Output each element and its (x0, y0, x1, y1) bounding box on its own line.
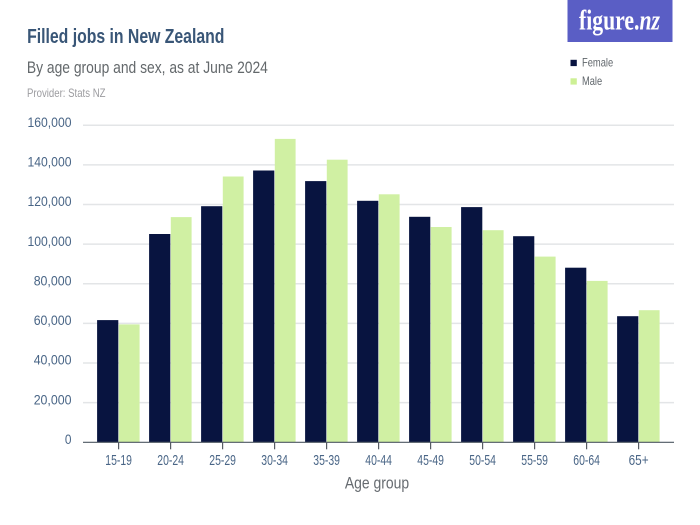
svg-text:By age group and sex, as at Ju: By age group and sex, as at June 2024 (27, 59, 268, 77)
svg-text:Male: Male (582, 74, 602, 88)
svg-text:20-24: 20-24 (157, 452, 184, 469)
svg-text:25-29: 25-29 (209, 452, 236, 469)
svg-text:160,000: 160,000 (28, 115, 72, 130)
svg-text:60-64: 60-64 (573, 452, 600, 469)
svg-text:100,000: 100,000 (28, 234, 72, 249)
svg-text:80,000: 80,000 (34, 273, 72, 288)
svg-text:35-39: 35-39 (313, 452, 340, 469)
svg-text:30-34: 30-34 (261, 452, 288, 469)
svg-text:15-19: 15-19 (105, 452, 132, 469)
svg-text:0: 0 (65, 432, 72, 447)
svg-text:40,000: 40,000 (34, 353, 72, 368)
svg-text:60,000: 60,000 (34, 313, 72, 328)
svg-text:45-49: 45-49 (417, 452, 444, 469)
svg-text:Female: Female (582, 55, 614, 69)
svg-text:figure.nz: figure.nz (579, 4, 661, 36)
svg-text:20,000: 20,000 (34, 392, 72, 407)
svg-text:65+: 65+ (629, 452, 649, 469)
svg-text:55-59: 55-59 (521, 452, 548, 469)
svg-text:40-44: 40-44 (365, 452, 392, 469)
svg-text:120,000: 120,000 (28, 194, 72, 209)
svg-text:Filled jobs in New Zealand: Filled jobs in New Zealand (27, 26, 224, 48)
svg-text:Age group: Age group (345, 473, 409, 492)
svg-text:140,000: 140,000 (28, 155, 72, 170)
svg-text:50-54: 50-54 (469, 452, 496, 469)
svg-text:Provider: Stats NZ: Provider: Stats NZ (27, 86, 106, 100)
